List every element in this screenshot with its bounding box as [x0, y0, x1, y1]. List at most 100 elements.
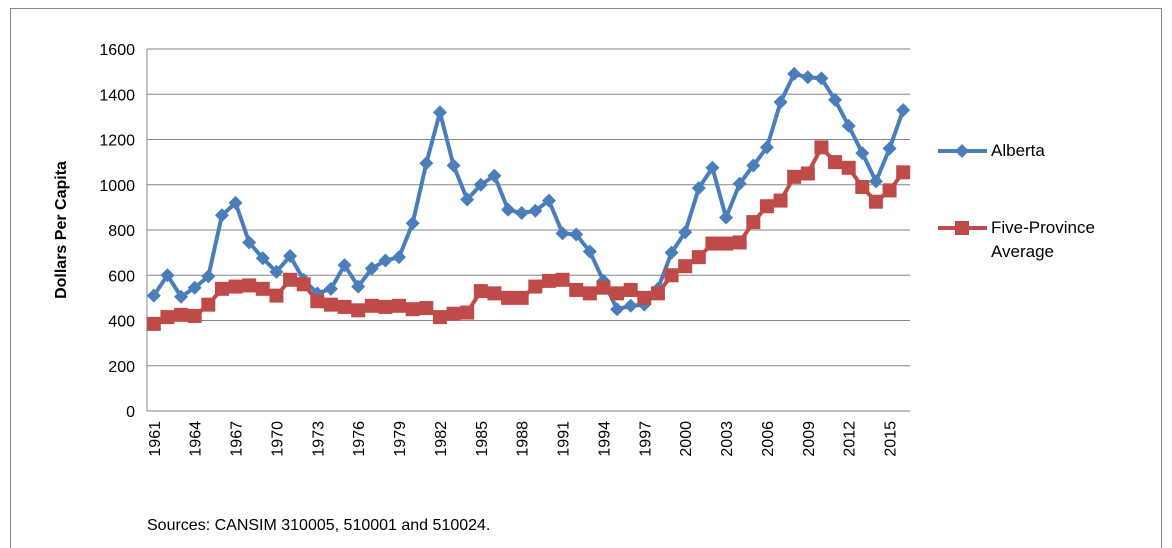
- y-tick-label: 1000: [99, 178, 135, 195]
- data-point: [555, 272, 570, 287]
- data-point: [555, 226, 570, 241]
- data-point: [828, 92, 843, 107]
- data-point: [174, 307, 189, 322]
- data-point: [759, 199, 774, 214]
- data-point: [678, 259, 693, 274]
- data-point: [773, 193, 788, 208]
- data-point: [828, 155, 843, 170]
- data-point: [473, 177, 488, 192]
- data-point: [283, 272, 298, 287]
- data-point: [705, 160, 720, 175]
- data-point: [882, 141, 897, 156]
- data-point: [691, 181, 706, 196]
- data-point: [419, 156, 434, 171]
- data-point: [501, 202, 516, 217]
- y-axis-label: Dollars Per Capita: [53, 161, 70, 299]
- data-point: [283, 249, 298, 264]
- data-point: [650, 286, 665, 301]
- x-tick-label: 2012: [842, 421, 859, 457]
- chart-border: [10, 8, 1162, 548]
- data-point: [174, 289, 189, 304]
- data-point: [705, 236, 720, 251]
- data-point: [746, 158, 761, 173]
- data-point: [746, 215, 761, 230]
- data-point: [323, 281, 338, 296]
- x-tick-label: 2009: [801, 421, 818, 457]
- data-point: [187, 308, 202, 323]
- series-line: [152, 71, 906, 312]
- x-tick-label: 2015: [883, 421, 900, 457]
- x-tick-label: 1994: [596, 421, 613, 457]
- y-tick-label: 800: [108, 223, 135, 240]
- data-point: [569, 282, 584, 297]
- data-point: [855, 146, 870, 161]
- data-point: [541, 273, 556, 288]
- y-tick-label: 1400: [99, 87, 135, 104]
- data-point: [405, 216, 420, 231]
- data-point: [405, 302, 420, 317]
- data-point: [255, 251, 270, 266]
- data-point: [610, 286, 625, 301]
- x-tick-label: 1982: [433, 421, 450, 457]
- data-point: [337, 299, 352, 314]
- data-point: [896, 165, 911, 180]
- data-point: [487, 168, 502, 183]
- data-point: [719, 210, 734, 225]
- data-point: [759, 140, 774, 155]
- data-point: [610, 302, 625, 317]
- data-point: [691, 250, 706, 265]
- data-point: [432, 310, 447, 325]
- data-point: [855, 180, 870, 195]
- data-point: [214, 281, 229, 296]
- data-point: [868, 194, 883, 209]
- data-point: [392, 250, 407, 265]
- x-tick-label: 1973: [310, 421, 327, 457]
- data-point: [269, 288, 284, 303]
- x-tick-label: 1961: [147, 421, 164, 457]
- data-point: [501, 290, 516, 305]
- data-point: [160, 310, 175, 325]
- data-point: [868, 174, 883, 189]
- data-point: [896, 103, 911, 118]
- data-point: [732, 235, 747, 250]
- data-point: [269, 264, 284, 279]
- x-tick-label: 2000: [678, 421, 695, 457]
- data-point: [814, 71, 829, 86]
- y-tick-label: 400: [108, 314, 135, 331]
- data-point: [473, 284, 488, 299]
- data-point: [637, 290, 652, 305]
- data-point: [255, 281, 270, 296]
- data-point: [460, 305, 475, 320]
- data-point: [773, 95, 788, 110]
- data-point: [201, 269, 216, 284]
- data-point: [419, 301, 434, 316]
- data-point: [160, 268, 175, 283]
- data-point: [841, 160, 856, 175]
- x-tick-label: 2006: [760, 421, 777, 457]
- data-point: [446, 158, 461, 173]
- data-point: [323, 297, 338, 312]
- data-point: [228, 279, 243, 294]
- data-point: [337, 258, 352, 273]
- y-tick-label: 0: [126, 404, 135, 421]
- data-point: [678, 225, 693, 240]
- data-point: [719, 236, 734, 251]
- data-point: [623, 298, 638, 313]
- data-point: [378, 299, 393, 314]
- data-point: [432, 105, 447, 120]
- data-point: [214, 208, 229, 223]
- data-point: [623, 282, 638, 297]
- data-point: [800, 70, 815, 85]
- data-point: [364, 261, 379, 276]
- x-tick-label: 1970: [269, 421, 286, 457]
- data-point: [296, 277, 311, 292]
- data-point: [146, 316, 161, 331]
- data-point: [364, 298, 379, 313]
- data-point: [541, 193, 556, 208]
- x-tick-label: 1988: [515, 421, 532, 457]
- data-point: [201, 297, 216, 312]
- source-note: Sources: CANSIM 310005, 510001 and 51002…: [147, 517, 490, 534]
- data-point: [664, 245, 679, 260]
